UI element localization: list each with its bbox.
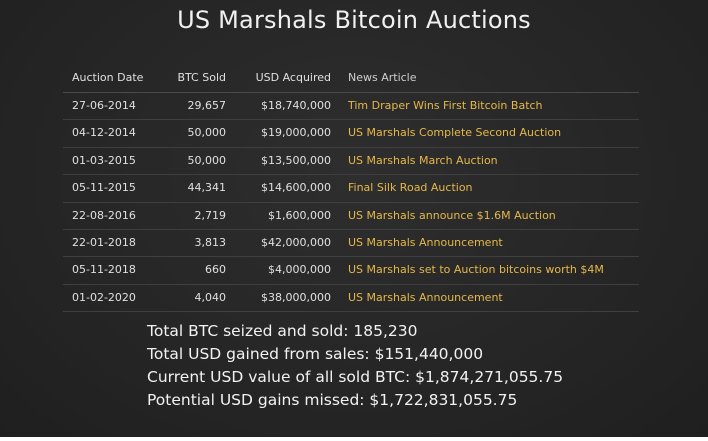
auction-date-cell: 22-01-2018 bbox=[72, 235, 136, 249]
news-article-link[interactable]: Tim Draper Wins First Bitcoin Batch bbox=[348, 99, 543, 112]
auction-date-cell: 01-03-2015 bbox=[72, 153, 136, 167]
summary-missed-gains: Potential USD gains missed: $1,722,831,0… bbox=[147, 391, 518, 409]
news-article-link[interactable]: US Marshals Complete Second Auction bbox=[348, 126, 562, 140]
usd-acquired-cell: $1,600,000 bbox=[268, 208, 331, 222]
table-row: 01-03-2015 50,000 $13,500,000 US Marshal… bbox=[63, 148, 639, 176]
btc-sold-cell: 29,657 bbox=[187, 99, 227, 112]
btc-sold-cell: 2,719 bbox=[194, 208, 227, 222]
usd-acquired-cell: $13,500,000 bbox=[261, 153, 331, 167]
table-row: 22-08-2016 2,719 $1,600,000 US Marshals … bbox=[63, 203, 639, 230]
header-auction-date: Auction Date bbox=[72, 71, 144, 84]
btc-sold-cell: 660 bbox=[205, 263, 226, 277]
auction-date-cell: 22-08-2016 bbox=[72, 208, 136, 222]
usd-acquired-cell: $42,000,000 bbox=[261, 235, 331, 249]
header-btc-sold: BTC Sold bbox=[177, 71, 226, 84]
summary-current-value: Current USD value of all sold BTC: $1,87… bbox=[147, 368, 564, 386]
table-row: 04-12-2014 50,000 $19,000,000 US Marshal… bbox=[63, 120, 639, 148]
header-news-article: News Article bbox=[348, 71, 417, 84]
usd-acquired-cell: $14,600,000 bbox=[261, 181, 331, 195]
table-header-row: Auction Date BTC Sold USD Acquired News … bbox=[63, 64, 639, 93]
table-row: 27-06-2014 29,657 $18,740,000 Tim Draper… bbox=[63, 93, 639, 121]
usd-acquired-cell: $38,000,000 bbox=[261, 290, 331, 304]
usd-acquired-cell: $19,000,000 bbox=[261, 126, 331, 140]
auction-date-cell: 27-06-2014 bbox=[72, 99, 136, 112]
news-article-link[interactable]: US Marshals Announcement bbox=[348, 290, 503, 304]
auction-date-cell: 05-11-2015 bbox=[72, 181, 136, 195]
page-title: US Marshals Bitcoin Auctions bbox=[177, 6, 531, 34]
header-usd-acquired: USD Acquired bbox=[255, 71, 331, 84]
usd-acquired-cell: $18,740,000 bbox=[261, 99, 331, 112]
btc-sold-cell: 50,000 bbox=[187, 126, 227, 140]
btc-sold-cell: 44,341 bbox=[187, 181, 227, 195]
summary-block: Total BTC seized and sold: 185,230 Total… bbox=[147, 320, 563, 412]
auction-date-cell: 01-02-2020 bbox=[72, 290, 136, 304]
btc-sold-cell: 50,000 bbox=[187, 153, 227, 167]
table-row: 01-02-2020 4,040 $38,000,000 US Marshals… bbox=[63, 285, 639, 313]
summary-total-usd: Total USD gained from sales: $151,440,00… bbox=[147, 345, 484, 363]
news-article-link[interactable]: US Marshals Announcement bbox=[348, 235, 503, 249]
btc-sold-cell: 4,040 bbox=[194, 290, 227, 304]
auction-date-cell: 04-12-2014 bbox=[72, 126, 136, 140]
summary-total-btc: Total BTC seized and sold: 185,230 bbox=[147, 322, 418, 340]
btc-sold-cell: 3,813 bbox=[194, 235, 227, 249]
usd-acquired-cell: $4,000,000 bbox=[268, 263, 331, 277]
news-article-link[interactable]: US Marshals announce $1.6M Auction bbox=[348, 208, 556, 222]
auction-date-cell: 05-11-2018 bbox=[72, 263, 136, 277]
table-row: 22-01-2018 3,813 $42,000,000 US Marshals… bbox=[63, 230, 639, 258]
news-article-link[interactable]: US Marshals March Auction bbox=[348, 153, 498, 167]
table-row: 05-11-2015 44,341 $14,600,000 Final Silk… bbox=[63, 175, 639, 203]
table-row: 05-11-2018 660 $4,000,000 US Marshals se… bbox=[63, 257, 639, 285]
auctions-table: Auction Date BTC Sold USD Acquired News … bbox=[63, 64, 639, 313]
news-article-link[interactable]: Final Silk Road Auction bbox=[348, 181, 473, 195]
news-article-link[interactable]: US Marshals set to Auction bitcoins wort… bbox=[348, 263, 604, 277]
